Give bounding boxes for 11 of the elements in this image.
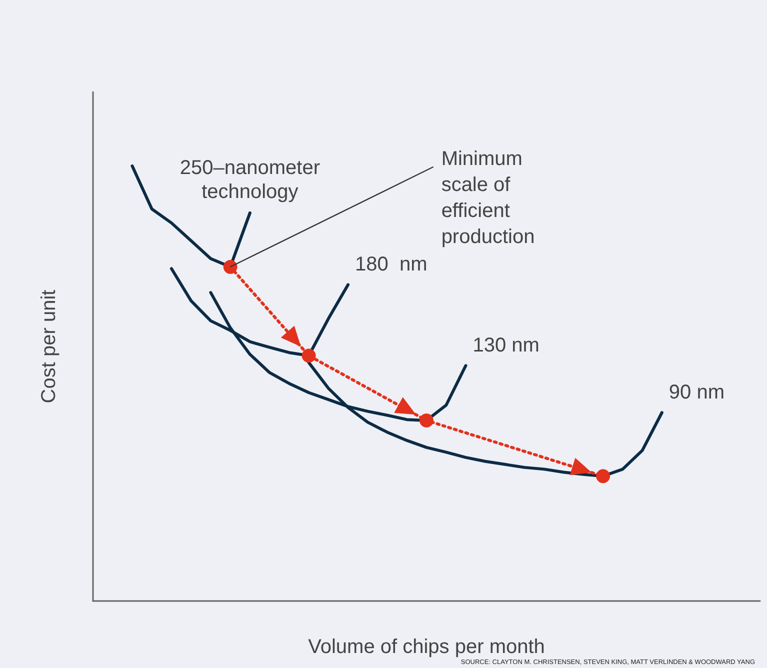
- x-axis-title: Volume of chips per month: [308, 636, 545, 658]
- series-label: 180 nm: [355, 254, 428, 276]
- series-label: 130 nm: [472, 334, 540, 357]
- point: [596, 469, 610, 484]
- series-label: 90 nm: [668, 382, 725, 404]
- series-label: 250–nanometer technology: [180, 156, 320, 203]
- point: [223, 260, 238, 274]
- annotation: Minimum scale of efficient production: [441, 148, 535, 248]
- y-axis-title: Cost per unit: [38, 289, 60, 404]
- point: [302, 348, 316, 363]
- point: [420, 413, 434, 428]
